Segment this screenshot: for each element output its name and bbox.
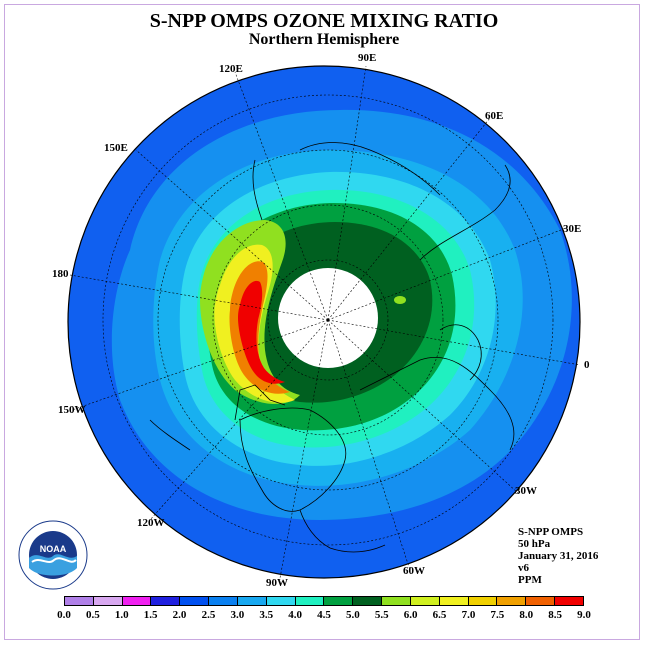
- colorbar-segment: [439, 597, 469, 605]
- colorbar-tick-label: 7.0: [461, 609, 476, 621]
- colorbar-segment: [237, 597, 267, 605]
- noaa-logo: NOAA: [18, 520, 88, 590]
- noaa-logo-text: NOAA: [40, 544, 67, 554]
- info-units: PPM: [518, 574, 542, 586]
- map-subtitle: Northern Hemisphere: [248, 31, 400, 48]
- colorbar-tick-label: 6.0: [403, 609, 418, 621]
- longitude-gridlines: [69, 65, 581, 579]
- lon-label-60w: 60W: [403, 565, 425, 577]
- info-block: S-NPP OMPS 50 hPa January 31, 2016 v6 PP…: [518, 526, 598, 586]
- colorbar: [64, 596, 584, 606]
- coastlines: [149, 142, 515, 553]
- latitude-gridlines: [102, 94, 554, 546]
- colorbar-segment: [122, 597, 152, 605]
- lon-label-30e: 30E: [563, 223, 582, 235]
- colorbar-tick-label: 2.0: [172, 609, 187, 621]
- colorbar-tick-label: 4.5: [317, 609, 331, 621]
- ozone-field: [68, 66, 580, 578]
- colorbar-tick-label: 3.5: [259, 609, 274, 621]
- info-instrument: S-NPP OMPS: [518, 526, 584, 538]
- lon-label-150e: 150E: [104, 142, 128, 154]
- colorbar-tick-label: 3.0: [230, 609, 245, 621]
- lon-label-120e: 120E: [219, 63, 243, 75]
- colorbar-segment: [151, 597, 181, 605]
- lon-label-120w: 120W: [137, 517, 165, 529]
- colorbar-tick-label: 0.0: [57, 609, 71, 621]
- colorbar-segment: [410, 597, 440, 605]
- colorbar-tick-label: 8.0: [519, 609, 534, 621]
- map-boundary: [67, 65, 581, 579]
- lon-label-30w: 30W: [515, 485, 537, 497]
- lon-label-180: 180: [52, 268, 69, 280]
- colorbar-tick-label: 0.5: [86, 609, 100, 621]
- colorbar-tick-label: 5.5: [374, 609, 389, 621]
- colorbar-segment: [382, 597, 411, 605]
- colorbar-tick-label: 2.5: [201, 609, 216, 621]
- colorbar-ticks: 0.0 0.5 1.0 1.5 2.0 2.5 3.0 3.5 4.0 4.5 5.0 5.5 6.0 6…: [54, 609, 594, 623]
- colorbar-segment: [353, 597, 383, 605]
- lon-label-60e: 60E: [485, 110, 504, 122]
- colorbar-segment: [468, 597, 498, 605]
- colorbar-segment: [526, 597, 556, 605]
- colorbar-tick-label: 1.5: [143, 609, 158, 621]
- colorbar-tick-label: 7.5: [490, 609, 505, 621]
- colorbar-tick-label: 6.5: [432, 609, 447, 621]
- colorbar-tick-label: 5.0: [346, 609, 360, 621]
- colorbar-segment: [266, 597, 296, 605]
- colorbar-segment: [180, 597, 210, 605]
- colorbar-tick-label: 9.0: [577, 609, 591, 621]
- colorbar-segment: [555, 597, 583, 605]
- info-date: January 31, 2016: [518, 550, 599, 562]
- map-title: S-NPP OMPS OZONE MIXING RATIO: [149, 10, 499, 32]
- colorbar-tick-label: 8.5: [548, 609, 562, 621]
- colorbar-segment: [497, 597, 527, 605]
- colorbar-segment: [93, 597, 123, 605]
- lon-label-90w: 90W: [266, 577, 288, 589]
- colorbar-tick-label: 1.0: [114, 609, 129, 621]
- lon-label-150w: 150W: [58, 404, 86, 416]
- colorbar-segment: [65, 597, 94, 605]
- figure-frame: [4, 4, 640, 640]
- lon-label-90e: 90E: [358, 52, 377, 64]
- info-version: v6: [518, 562, 529, 574]
- colorbar-tick-label: 4.0: [288, 609, 302, 621]
- info-pressure: 50 hPa: [518, 538, 551, 550]
- lon-label-0: 0: [584, 359, 590, 371]
- colorbar-segment: [324, 597, 354, 605]
- colorbar-segment: [295, 597, 325, 605]
- colorbar-segment: [209, 597, 238, 605]
